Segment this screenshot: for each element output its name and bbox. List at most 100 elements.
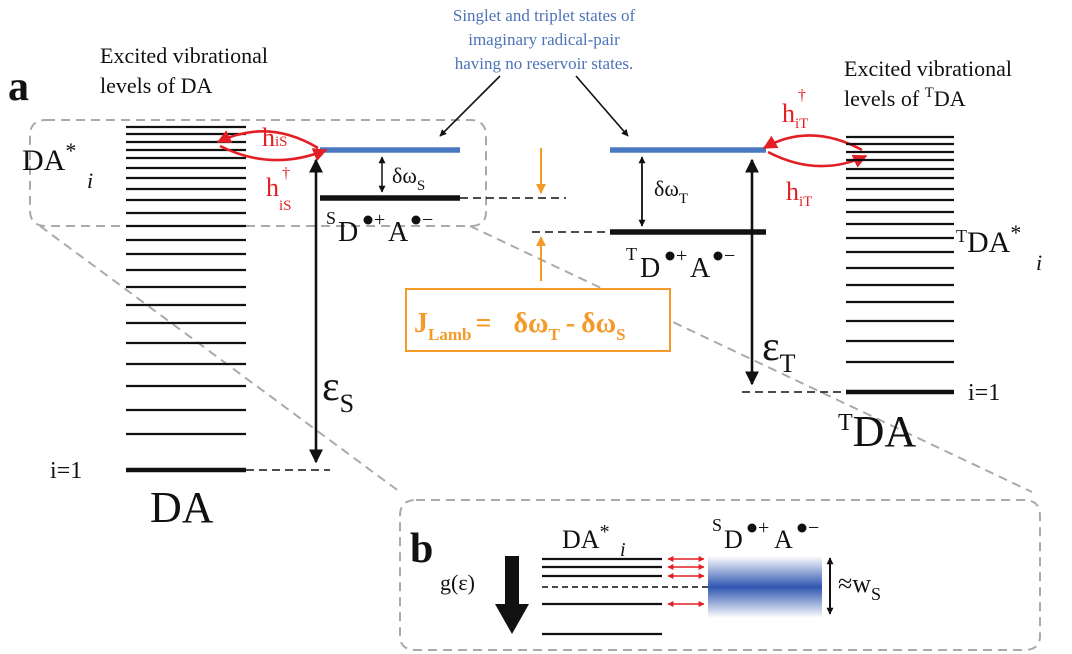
singlet-coupling-label-down: hiS <box>262 123 288 152</box>
right-excited-label: TDA* <box>956 220 1021 259</box>
singlet-coupling-label-up: hiS <box>266 173 292 214</box>
inset-spin-sup: S <box>712 515 722 535</box>
right-excited-main: DA <box>967 226 1011 259</box>
zoom-line-right <box>469 225 1033 493</box>
singlet-d-radical-dot <box>363 215 373 225</box>
right-ground-main: DA <box>853 407 917 456</box>
triplet-a-charge: − <box>724 245 735 267</box>
singlet-coupling-up-sub: iS <box>279 198 292 214</box>
inset-coupling-arrows <box>667 556 705 607</box>
lamb-s-sub: S <box>616 325 625 344</box>
lamb-s-main: δω <box>581 308 616 339</box>
annotation-arrow-triplet <box>575 75 629 137</box>
singlet-coupling-arrow-down <box>216 130 319 150</box>
triplet-coupling-down-sub: iT <box>799 194 812 210</box>
inset-a-radical-dot <box>797 523 807 533</box>
triplet-state-label: T D + A − <box>626 244 735 284</box>
triplet-d: D <box>640 253 660 284</box>
triplet-coupling-up-sub: iT <box>795 116 808 132</box>
left-excited-label-sub: i <box>87 168 93 193</box>
annotation-arrow-singlet <box>439 75 501 137</box>
inset-ladder-label: DA* <box>562 521 610 554</box>
inset-ladder-main: DA <box>562 525 600 554</box>
left-ground-label: DA <box>150 483 214 532</box>
lamb-j: J <box>414 308 428 339</box>
right-excited-sup: T <box>956 226 967 246</box>
singlet-a: A <box>388 217 409 248</box>
inset-d-radical-dot <box>747 523 757 533</box>
lamb-t-sub: T <box>548 325 560 344</box>
left-ladder-caption-2: levels of DA <box>100 73 213 98</box>
singlet-d: D <box>338 217 358 248</box>
left-excited-label: DA* <box>22 138 76 177</box>
inset-ladder-star: * <box>600 521 610 543</box>
right-vibrational-ladder <box>846 135 954 364</box>
triplet-a: A <box>690 253 711 284</box>
zoom-line-left <box>39 225 401 493</box>
annotation-line-3: having no reservoir states. <box>455 54 633 73</box>
panel-label-a: a <box>8 64 29 110</box>
inset-d: D <box>724 525 743 554</box>
singlet-a-radical-dot <box>411 215 421 225</box>
singlet-gap-label: δωS <box>392 163 425 194</box>
singlet-d-charge: + <box>374 209 385 231</box>
triplet-d-charge: + <box>676 245 687 267</box>
right-excited-sub: i <box>1036 250 1042 275</box>
right-caption-2-sup: T <box>925 85 934 101</box>
left-excited-label-star: * <box>65 138 76 163</box>
inset-ladder <box>542 557 662 636</box>
inset-radical-pair-band <box>708 556 822 618</box>
triplet-a-radical-dot <box>713 251 723 261</box>
triplet-coupling-down-main: h <box>786 177 799 206</box>
triplet-energy-sub: T <box>780 349 796 378</box>
left-vibrational-ladder <box>126 125 246 436</box>
right-caption-2-pre: levels of <box>844 86 925 111</box>
right-ladder-caption-2: levels of TDA <box>844 85 966 111</box>
triplet-energy-main: ε <box>762 324 780 370</box>
inset-dos-arrow <box>495 556 529 634</box>
singlet-coupling-up-main: h <box>266 173 279 202</box>
singlet-coupling-down-sub: iS <box>275 134 288 150</box>
triplet-coupling-label-down: hiT <box>786 177 812 210</box>
singlet-coupling-up-dagger: † <box>282 165 290 182</box>
triplet-energy-label: εT <box>762 324 796 378</box>
triplet-coupling-label-up: hiT <box>782 99 808 132</box>
lamb-j-sub: Lamb <box>428 325 471 344</box>
inset-d-charge: + <box>758 517 769 539</box>
left-ladder-caption-1: Excited vibrational <box>100 43 268 68</box>
triplet-spin-sup: T <box>626 244 637 264</box>
inset-a: A <box>774 525 793 554</box>
singlet-state-label: S D + A − <box>326 208 433 248</box>
right-caption-2-post: DA <box>934 86 966 111</box>
right-ground-index: i=1 <box>968 380 1000 406</box>
inset-dos-label: g(ε) <box>440 570 475 595</box>
zoom-outline <box>29 119 1041 651</box>
triplet-coupling-up-main: h <box>782 99 795 128</box>
singlet-coupling-arrow-up <box>219 144 328 162</box>
singlet-energy-sub: S <box>340 389 354 418</box>
inset-width-label: ≈wS <box>838 569 881 604</box>
right-ladder-caption-1: Excited vibrational <box>844 56 1012 81</box>
inset-width-main: ≈w <box>838 569 871 598</box>
triplet-d-radical-dot <box>665 251 675 261</box>
panel-label-b: b <box>410 526 433 572</box>
triplet-gap-sub: T <box>679 191 688 207</box>
inset-state-label: S D + A − <box>712 515 819 554</box>
inset-width-sub: S <box>871 584 881 604</box>
inset-ladder-sub: i <box>620 539 626 561</box>
left-ground-index: i=1 <box>50 458 82 484</box>
lamb-box <box>405 288 671 352</box>
annotation-line-1: Singlet and triplet states of <box>453 6 636 25</box>
singlet-energy-label: εS <box>322 364 354 418</box>
zoom-outline-inset-b <box>399 499 1041 651</box>
lamb-t-main: δω <box>513 308 548 339</box>
lamb-equals: = <box>475 308 491 339</box>
zoom-outline-top <box>29 119 487 227</box>
annotation-radical-pair: Singlet and triplet states of imaginary … <box>453 6 636 73</box>
triplet-coupling-up-dagger: † <box>798 87 806 104</box>
triplet-gap-main: δω <box>654 176 679 201</box>
inset-a-charge: − <box>808 517 819 539</box>
lamb-equation: JLamb = δωT - δωS <box>414 308 626 344</box>
right-excited-star: * <box>1010 220 1021 245</box>
